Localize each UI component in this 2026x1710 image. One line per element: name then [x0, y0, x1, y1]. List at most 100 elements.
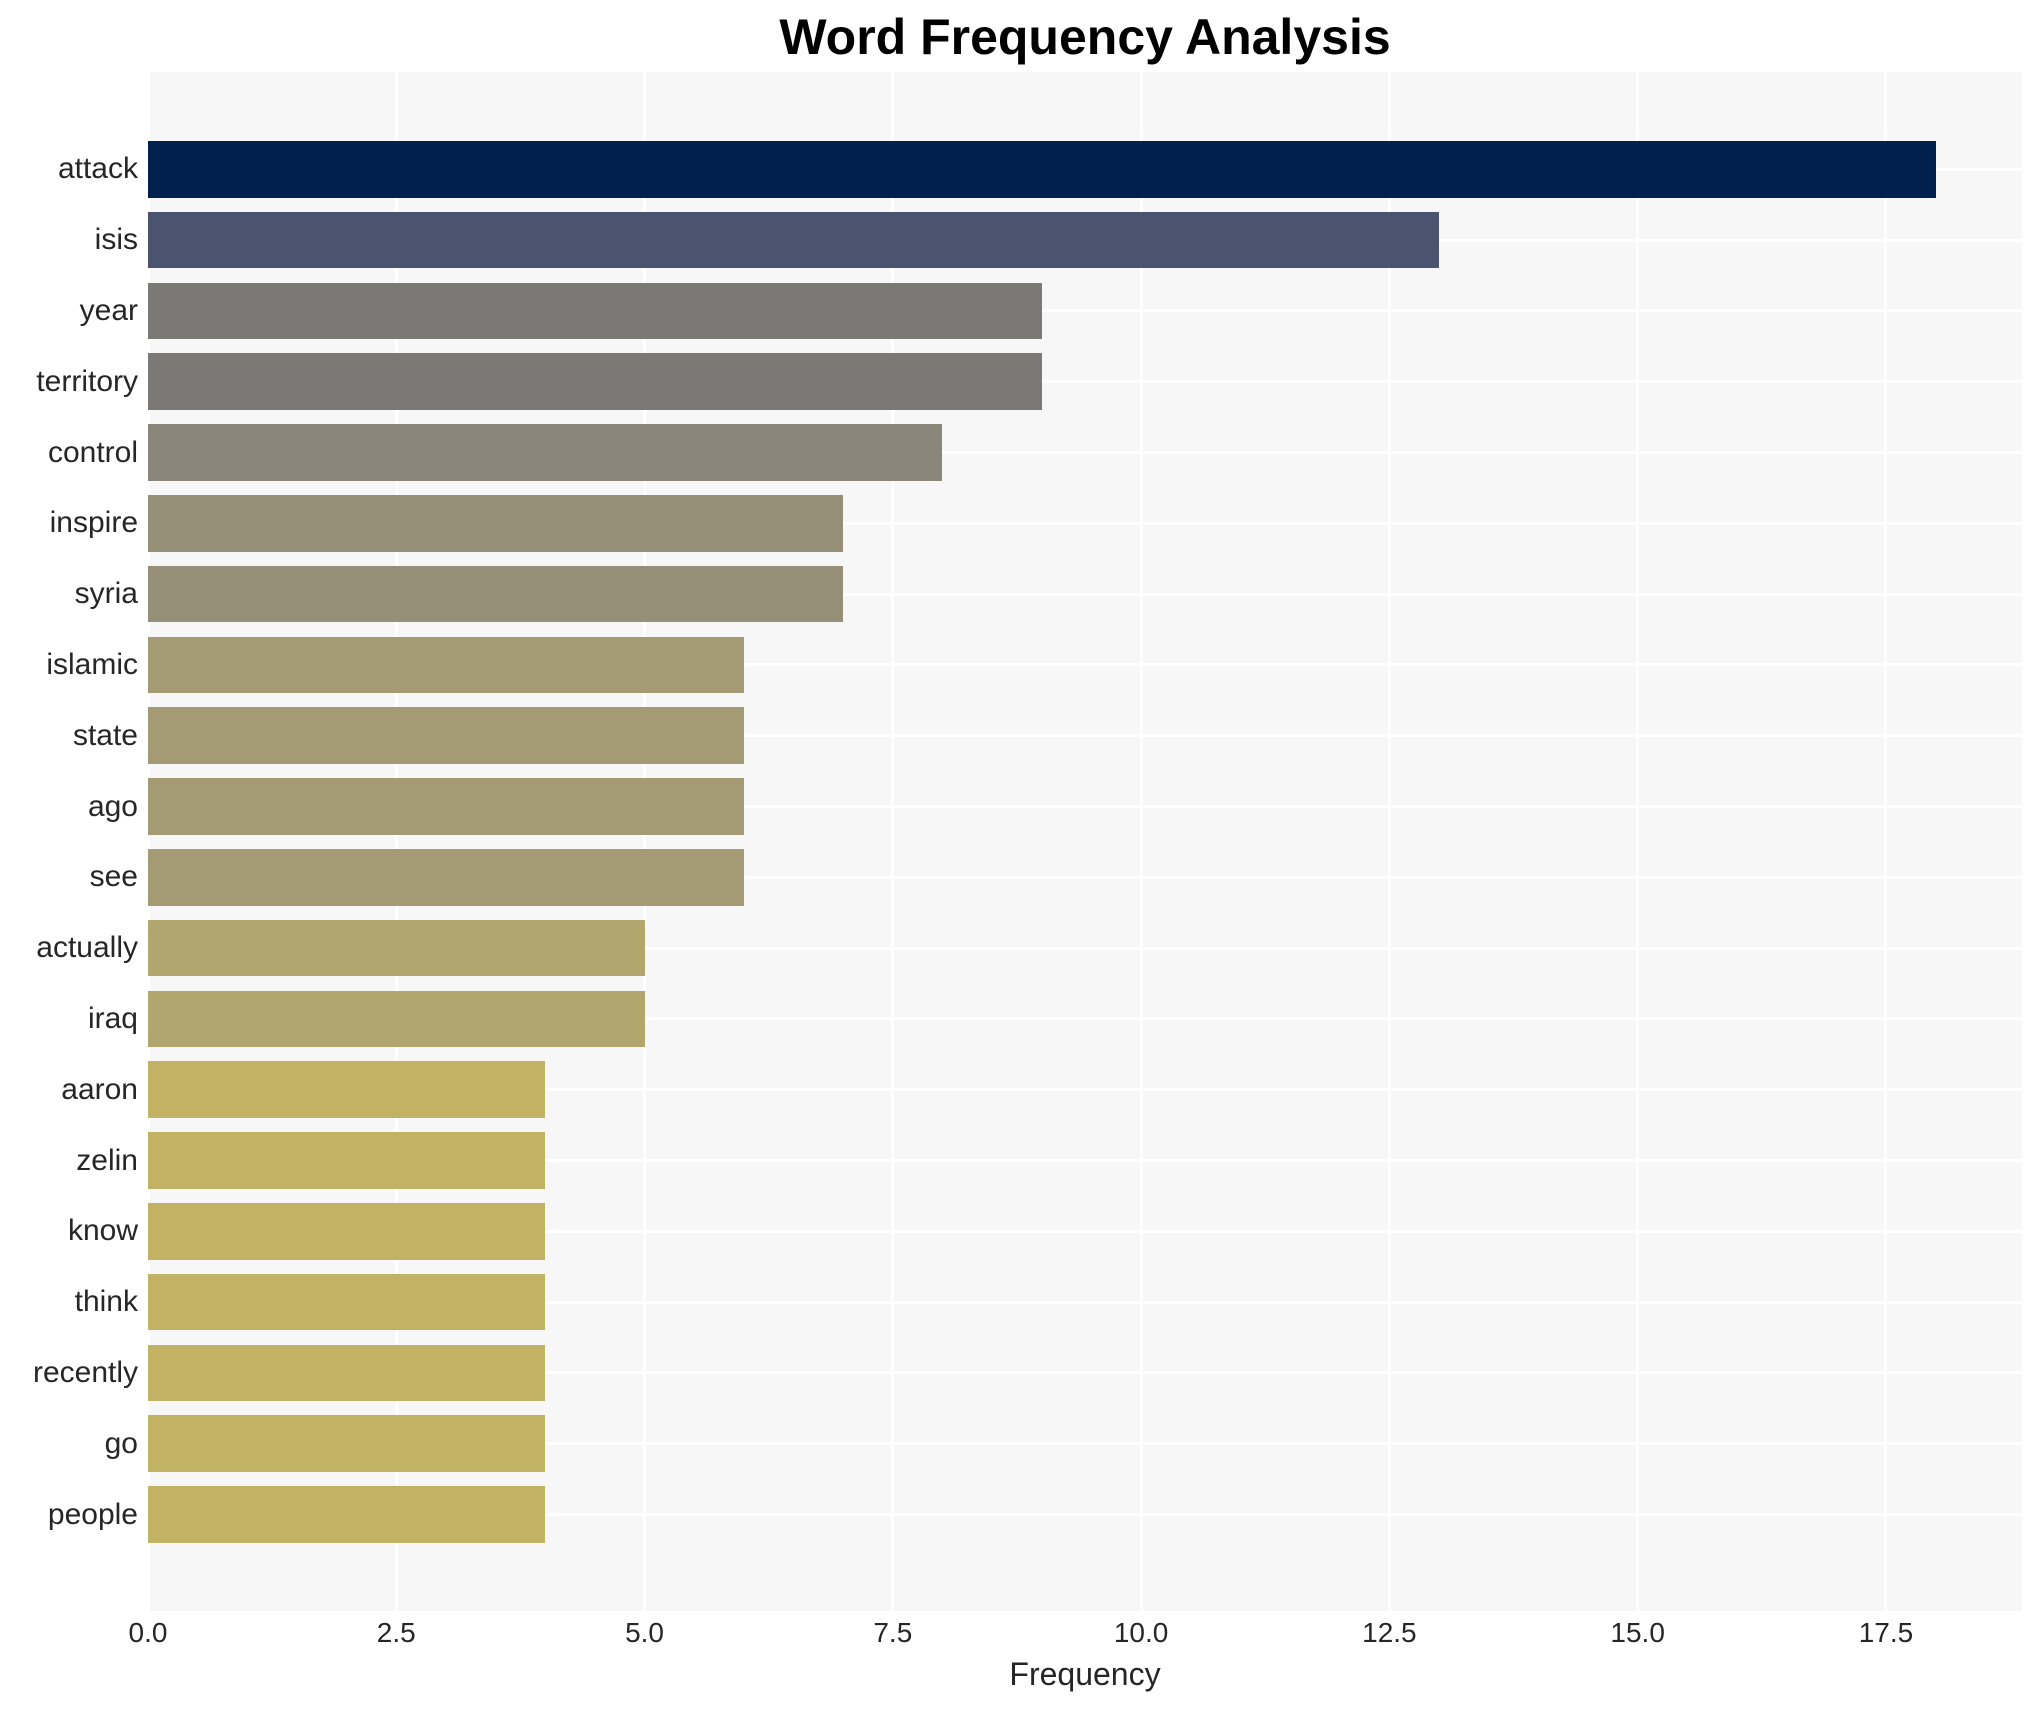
x-tick-label: 0.0	[128, 1617, 168, 1648]
x-gridline	[1139, 72, 1143, 1611]
y-gridline	[148, 521, 2022, 525]
bar-row: year	[80, 276, 2022, 347]
bar	[148, 1273, 546, 1331]
y-tick-label: know	[67, 1214, 138, 1248]
x-gridline	[1387, 72, 1391, 1611]
bar	[148, 282, 1042, 340]
y-gridline	[148, 380, 2022, 384]
bar-row: see	[90, 842, 2022, 913]
x-gridline	[643, 72, 647, 1611]
y-gridline	[148, 1088, 2022, 1092]
bar-row: inspire	[50, 488, 2022, 559]
bar-row: syria	[75, 559, 2022, 630]
bar	[148, 1486, 546, 1543]
x-tick-label: 2.5	[376, 1617, 416, 1648]
bar	[148, 636, 744, 694]
y-tick-label: control	[47, 435, 138, 469]
y-gridline	[148, 734, 2022, 738]
y-tick-label: attack	[57, 152, 138, 186]
bar	[148, 919, 645, 977]
bar-row: know	[68, 1196, 2022, 1267]
y-tick-label: territory	[36, 364, 138, 398]
y-tick-label: islamic	[46, 647, 138, 681]
x-gridline	[394, 72, 398, 1611]
x-axis-title: Frequency	[1009, 1656, 1161, 1692]
y-tick-label: see	[89, 860, 138, 894]
bar	[148, 1061, 546, 1119]
x-tick-label: 5.0	[625, 1617, 665, 1648]
bar-row: control	[48, 417, 2022, 488]
bar	[148, 1132, 546, 1189]
bar	[148, 495, 844, 552]
y-tick-label: year	[79, 293, 138, 327]
bar	[148, 1344, 546, 1402]
bar	[148, 141, 1936, 198]
y-tick-label: think	[74, 1285, 138, 1319]
bar	[148, 1415, 546, 1473]
x-tick-label: 12.5	[1362, 1617, 1417, 1648]
y-gridline	[148, 1159, 2022, 1163]
bar	[148, 353, 1042, 411]
chart-title: Word Frequency Analysis	[779, 9, 1391, 65]
bar-row: go	[105, 1408, 2022, 1479]
x-tick-label: 10.0	[1113, 1617, 1169, 1648]
y-tick-label: zelin	[76, 1143, 138, 1177]
x-gridline	[1884, 72, 1888, 1611]
bar	[148, 990, 645, 1048]
bar-row: iraq	[88, 984, 2022, 1055]
bar	[148, 565, 844, 623]
y-gridline	[148, 663, 2022, 667]
y-tick-label: state	[72, 718, 138, 752]
x-gridline	[1636, 72, 1640, 1611]
y-tick-label: isis	[94, 223, 138, 257]
y-gridline	[148, 875, 2022, 879]
y-tick-label: go	[104, 1426, 138, 1460]
bar-row: isis	[95, 205, 2022, 276]
y-gridline	[148, 946, 2022, 950]
y-tick-label: ago	[87, 789, 138, 823]
x-tick-label: 15.0	[1610, 1617, 1665, 1648]
bar-row: attack	[58, 134, 2022, 205]
bar-row: aaron	[61, 1054, 2022, 1125]
y-tick-label: syria	[74, 577, 138, 611]
bar-row: islamic	[46, 630, 2022, 701]
y-gridline	[148, 1300, 2022, 1304]
y-gridline	[148, 451, 2022, 455]
bar	[148, 707, 744, 765]
x-gridline	[891, 72, 895, 1611]
y-gridline	[148, 805, 2022, 809]
y-gridline	[148, 1513, 2022, 1517]
bar-row: people	[48, 1479, 2022, 1550]
bar-row: territory	[36, 346, 2022, 417]
y-gridline	[148, 309, 2022, 313]
bar	[148, 849, 744, 906]
bar-row: actually	[36, 913, 2022, 984]
y-tick-label: aaron	[61, 1072, 138, 1106]
y-gridline	[148, 1371, 2022, 1375]
y-tick-label: actually	[36, 931, 138, 965]
bar	[148, 778, 744, 835]
bar-row: state	[73, 700, 2022, 771]
y-tick-label: inspire	[49, 506, 138, 540]
y-gridline	[148, 1017, 2022, 1021]
y-gridline	[148, 1229, 2022, 1233]
y-tick-label: iraq	[87, 1001, 138, 1035]
y-gridline	[148, 1442, 2022, 1446]
x-tick-label: 7.5	[873, 1617, 913, 1648]
bar	[148, 1203, 546, 1260]
bar	[148, 424, 943, 481]
x-axis-ticks: 0.0 2.5 5.0 7.5 10.0 12.5 15.0 17.5	[129, 1617, 2022, 1653]
bar-rows: attack isis year territory control inspire syr…	[33, 134, 2022, 1550]
y-tick-label: people	[47, 1497, 138, 1531]
y-gridline	[148, 592, 2022, 596]
plot-area: attack isis year territory control inspire syr…	[33, 72, 2022, 1611]
bar	[148, 211, 1440, 269]
bar-row: zelin	[76, 1125, 2022, 1196]
bar-row: think	[75, 1267, 2022, 1338]
y-tick-label: recently	[32, 1355, 138, 1389]
x-gridline	[146, 72, 150, 1611]
bar-row: recently	[33, 1338, 2022, 1409]
x-tick-label: 17.5	[1858, 1617, 1914, 1648]
bar-row: ago	[88, 771, 2022, 842]
